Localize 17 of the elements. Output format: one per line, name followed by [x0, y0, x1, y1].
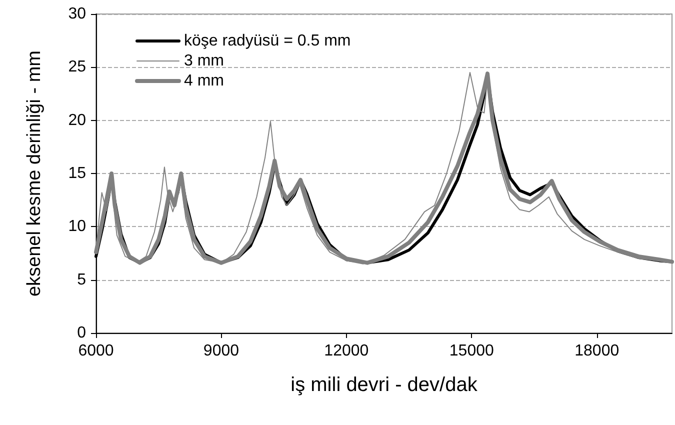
x-axis-title: iş mili devri - dev/dak — [290, 374, 478, 396]
y-tick-label: 5 — [77, 271, 86, 288]
legend-label: köşe radyüsü = 0.5 mm — [184, 32, 351, 50]
y-tick-label: 10 — [68, 218, 86, 236]
y-tick-label: 0 — [77, 324, 86, 342]
y-axis-title: eksenel kesme derinliği - mm — [24, 50, 45, 297]
x-tick-label: 18000 — [574, 342, 620, 360]
legend-label: 3 mm — [184, 52, 224, 70]
legend-label: 4 mm — [184, 72, 224, 90]
y-tick-label: 15 — [68, 165, 86, 182]
y-tick-label: 20 — [68, 112, 86, 129]
x-tick-label: 12000 — [324, 342, 369, 360]
x-tick-label: 6000 — [78, 342, 114, 360]
y-tick-label: 25 — [68, 58, 86, 76]
x-tick-label: 15000 — [449, 342, 494, 360]
x-tick-label: 9000 — [203, 342, 240, 360]
y-tick-label: 30 — [68, 6, 86, 22]
